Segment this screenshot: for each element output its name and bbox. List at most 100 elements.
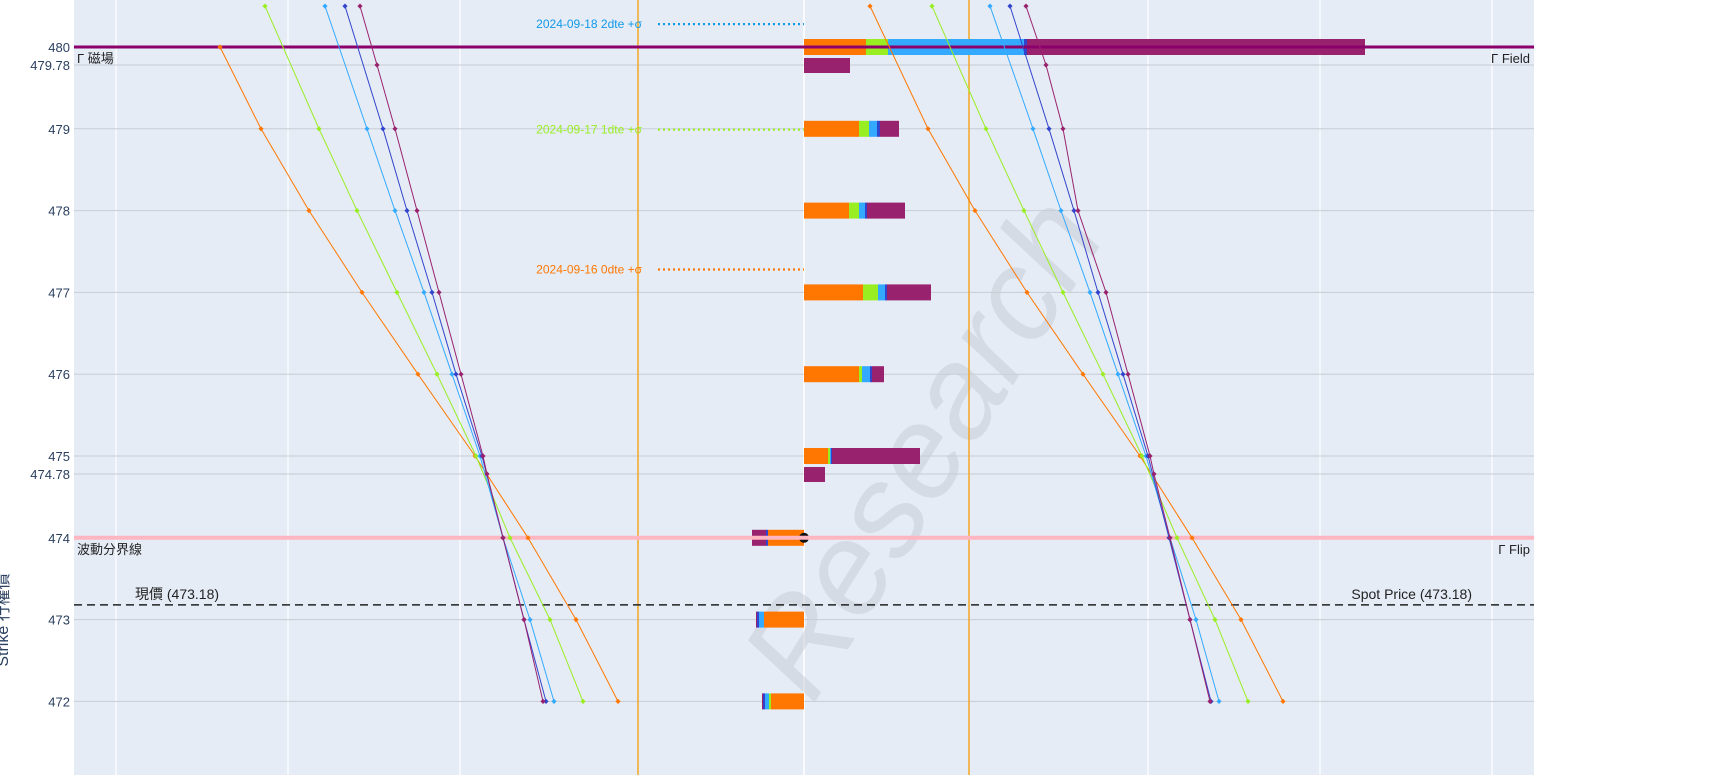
gamma-curve-point bbox=[480, 453, 486, 459]
gamma-curve-point bbox=[473, 453, 479, 459]
gamma-bar-segment bbox=[877, 120, 880, 137]
gamma-curve-point bbox=[1075, 208, 1081, 214]
gamma-curve-point bbox=[547, 617, 553, 623]
gamma-curve-point bbox=[500, 535, 506, 541]
gamma-curve-point bbox=[1139, 453, 1145, 459]
gamma-curve-point bbox=[507, 535, 513, 541]
gamma-bar-segment bbox=[804, 202, 849, 219]
gamma-curve-point bbox=[1147, 453, 1153, 459]
y-tick-label: 477 bbox=[48, 285, 70, 300]
gamma-curve-point bbox=[1030, 126, 1036, 132]
gamma-flip-label-right: Γ Flip bbox=[1498, 542, 1530, 557]
gamma-curve-point bbox=[1238, 617, 1244, 623]
gamma-curve-point bbox=[1216, 698, 1222, 704]
gamma-curve-point bbox=[867, 3, 873, 9]
gamma-curve-point bbox=[1095, 289, 1101, 295]
sigma-level-label: 2024-09-17 1dte +σ bbox=[536, 123, 642, 137]
gamma-curve-point bbox=[306, 208, 312, 214]
gamma-bar-segment bbox=[804, 366, 859, 383]
gamma-curve-point bbox=[458, 371, 464, 377]
gamma-bar-segment bbox=[764, 611, 804, 628]
y-axis-title: Strike 行權價 bbox=[0, 573, 12, 666]
gamma-curve-point bbox=[434, 371, 440, 377]
reference-lines: Γ 磁場 Γ Field 波動分界線 Γ Flip 現價 (473.18) Spot Pr… bbox=[74, 45, 1534, 606]
gamma-curve-point bbox=[1120, 371, 1126, 377]
gamma-curve-point bbox=[1100, 371, 1106, 377]
gamma-curve-point bbox=[1187, 617, 1193, 623]
gamma-curve-point bbox=[217, 44, 223, 50]
gamma-curve-point bbox=[1024, 289, 1030, 295]
gamma-bar-segment bbox=[769, 693, 771, 710]
y-tick-label: 475 bbox=[48, 449, 70, 464]
gamma-curve-point bbox=[1174, 535, 1180, 541]
gamma-curve-point bbox=[258, 126, 264, 132]
gamma-bar-segment bbox=[862, 366, 870, 383]
gamma-curve-point bbox=[543, 698, 549, 704]
gamma-bar-segment bbox=[757, 611, 759, 628]
gamma-curve-point bbox=[404, 208, 410, 214]
gamma-curve-point bbox=[1058, 208, 1064, 214]
gamma-curve-point bbox=[1071, 208, 1077, 214]
sigma-level-label: 2024-09-16 0dte +σ bbox=[536, 262, 642, 276]
gamma-curve-point bbox=[449, 371, 455, 377]
gamma-curve-point bbox=[615, 698, 621, 704]
gamma-bar-segment bbox=[885, 284, 887, 301]
gamma-curve-point bbox=[354, 208, 360, 214]
gamma-curve-point bbox=[380, 126, 386, 132]
gamma-curve-point bbox=[374, 62, 380, 68]
gamma-curve-point bbox=[1046, 126, 1052, 132]
y-tick-label: 478 bbox=[48, 204, 70, 219]
gamma-curve-point bbox=[527, 617, 533, 623]
gamma-curve-point bbox=[414, 208, 420, 214]
gamma-flip-label-left: 波動分界線 bbox=[77, 542, 142, 557]
y-tick-label: 480 bbox=[48, 40, 70, 55]
gamma-curve-point bbox=[357, 3, 363, 9]
gamma-curve-point bbox=[1280, 698, 1286, 704]
sigma-levels: 2024-09-18 2dte +σ 2024-09-17 1dte +σ 2024… bbox=[536, 17, 804, 276]
y-tick-label: 472 bbox=[48, 694, 70, 709]
gamma-curve-point bbox=[573, 617, 579, 623]
gamma-curve-point bbox=[540, 698, 546, 704]
gamma-curve-point bbox=[1060, 289, 1066, 295]
gamma-curve-point bbox=[1207, 698, 1213, 704]
gamma-bar-segment bbox=[804, 120, 859, 137]
sigma-level-label: 2024-09-18 2dte +σ bbox=[536, 17, 642, 31]
gamma-field-label-right: Γ Field bbox=[1491, 51, 1530, 66]
gamma-curve-point bbox=[394, 289, 400, 295]
gamma-curve-point bbox=[1080, 371, 1086, 377]
gamma-bar-segment bbox=[878, 284, 885, 301]
y-tick-label: 479 bbox=[48, 122, 70, 137]
gamma-curve-point bbox=[316, 126, 322, 132]
gamma-bar-segment bbox=[759, 611, 764, 628]
gamma-bar-segment bbox=[804, 284, 863, 301]
gamma-curve-point bbox=[1007, 3, 1013, 9]
gamma-curve-point bbox=[392, 208, 398, 214]
y-tick-label: 479.78 bbox=[30, 58, 70, 73]
y-tick-label: 476 bbox=[48, 367, 70, 382]
gamma-curve-point bbox=[364, 126, 370, 132]
gamma-curve-point bbox=[359, 289, 365, 295]
gamma-curve-point bbox=[929, 3, 935, 9]
gamma-curve-point bbox=[983, 126, 989, 132]
gamma-curve-point bbox=[484, 471, 490, 477]
gamma-bar-segment bbox=[765, 693, 769, 710]
spot-price-label-right: Spot Price (473.18) bbox=[1351, 586, 1472, 602]
gamma-curve-point bbox=[987, 3, 993, 9]
gamma-curve-point bbox=[392, 126, 398, 132]
gamma-curve-point bbox=[1023, 3, 1029, 9]
gamma-bar-segment bbox=[832, 448, 920, 464]
gamma-bar-segment bbox=[859, 120, 869, 137]
gamma-curve-point bbox=[1021, 208, 1027, 214]
gamma-curve-point bbox=[521, 617, 527, 623]
gamma-curve-point bbox=[1103, 289, 1109, 295]
gamma-bar-segment bbox=[804, 57, 850, 73]
gamma-curve-point bbox=[1167, 535, 1173, 541]
gamma-curve-point bbox=[429, 289, 435, 295]
gamma-bar-segment bbox=[756, 611, 757, 628]
gamma-curve-point bbox=[551, 698, 557, 704]
gamma-curve-point bbox=[1151, 471, 1157, 477]
gamma-curve-point bbox=[1043, 62, 1049, 68]
gamma-bar-segment bbox=[887, 284, 931, 301]
